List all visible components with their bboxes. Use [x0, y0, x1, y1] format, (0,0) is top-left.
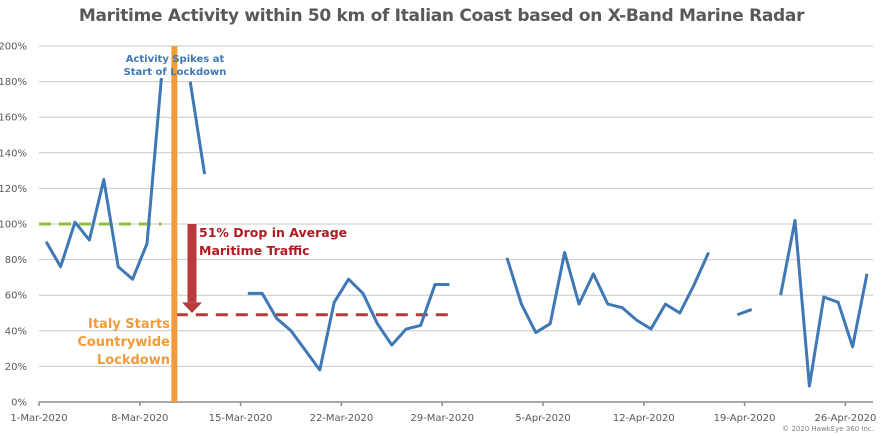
x-tick-label: 26-Apr-2020: [814, 413, 876, 424]
y-tick-label: 40%: [5, 326, 27, 337]
y-tick-label: 200%: [0, 42, 27, 53]
lockdown-annotation-line: Countrywide: [77, 335, 170, 350]
annotations: Activity Spikes at Start of Lockdown 51% D…: [77, 54, 347, 368]
x-tick-label: 12-Apr-2020: [613, 413, 675, 424]
x-tick-label: 19-Apr-2020: [714, 413, 776, 424]
x-tick-label: 8-Mar-2020: [111, 413, 168, 424]
y-tick-label: 160%: [0, 113, 27, 124]
y-tick-label: 80%: [5, 255, 27, 266]
y-tick-label: 20%: [5, 362, 27, 373]
series-line-segment: [779, 218, 869, 388]
y-tick-label: 0%: [11, 398, 27, 409]
y-tick-label: 100%: [0, 220, 27, 231]
drop-annotation-line: 51% Drop in Average: [199, 225, 347, 240]
y-tick-label: 140%: [0, 148, 27, 159]
x-tick-label: 22-Mar-2020: [310, 413, 374, 424]
x-tick-label: 29-Mar-2020: [410, 413, 474, 424]
series-line-segment: [188, 81, 207, 175]
series-lines: [44, 77, 869, 388]
y-tick-label: 120%: [0, 184, 27, 195]
spike-annotation-line: Activity Spikes at: [126, 54, 225, 65]
reference-lines: [39, 46, 450, 402]
y-tick-label: 180%: [0, 77, 27, 88]
y-axis-ticks: 0% 20% 40% 60% 80% 100% 120% 140% 160% 180% 200%: [0, 42, 27, 409]
x-tick-label: 5-Apr-2020: [515, 413, 570, 424]
spike-annotation-line: Start of Lockdown: [124, 67, 227, 78]
chart-title: Maritime Activity within 50 km of Italia…: [78, 6, 805, 26]
gridlines: [39, 45, 873, 367]
lockdown-annotation-line: Italy Starts: [88, 317, 170, 332]
drop-arrow-head: [182, 302, 202, 313]
copyright-text: © 2020 HawkEye 360 Inc.: [782, 425, 874, 433]
drop-annotation-line: Maritime Traffic: [199, 243, 310, 258]
series-line-segment: [247, 277, 450, 372]
x-tick-label: 15-Mar-2020: [209, 413, 273, 424]
drop-arrow-shaft: [187, 224, 197, 303]
x-tick-label: 1-Mar-2020: [10, 413, 67, 424]
lockdown-annotation-line: Lockdown: [97, 353, 170, 368]
y-tick-label: 60%: [5, 291, 27, 302]
x-axis: 1-Mar-2020 8-Mar-2020 15-Mar-2020 22-Mar-20…: [10, 401, 876, 424]
series-line-segment: [736, 308, 753, 317]
series-line-segment: [44, 77, 163, 281]
series-line-segment: [505, 250, 710, 335]
